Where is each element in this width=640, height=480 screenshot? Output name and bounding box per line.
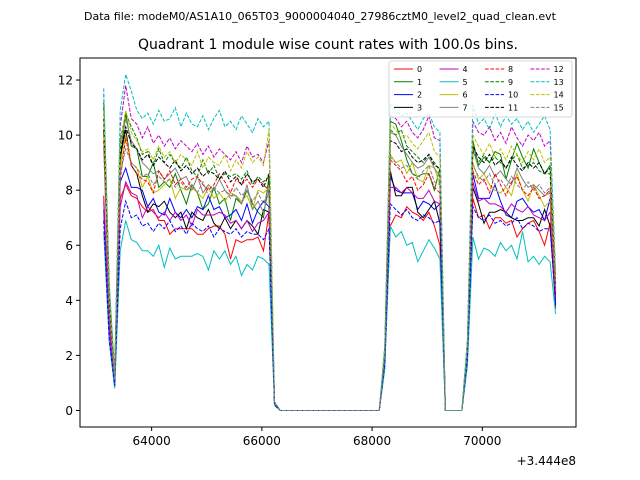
legend-label-0: 0 [417, 65, 422, 74]
legend-label-3: 3 [417, 103, 422, 112]
series-9-line [103, 107, 557, 411]
x-tick-label: 64000 [133, 434, 171, 448]
legend-label-15: 15 [554, 103, 564, 112]
legend-label-5: 5 [463, 78, 468, 87]
y-tick-label: 0 [65, 404, 73, 418]
legend-label-12: 12 [554, 65, 564, 74]
legend-label-7: 7 [463, 103, 468, 112]
plot-area [103, 74, 557, 411]
figure-suptitle: Data file: modeM0/AS1A10_065T03_90000040… [84, 10, 557, 23]
y-axis: 0 2 4 6 8 10 12 [58, 74, 80, 418]
x-tick-label: 68000 [353, 434, 391, 448]
x-offset-text: +3.444e8 [517, 454, 576, 468]
x-axis: 64000 66000 68000 70000 [133, 427, 501, 448]
series-13-line [103, 74, 557, 411]
legend-label-4: 4 [463, 65, 468, 74]
series-11-line [103, 118, 557, 411]
legend-label-14: 14 [554, 91, 564, 100]
series-7-line [103, 107, 557, 411]
x-tick-label: 66000 [243, 434, 281, 448]
legend-label-9: 9 [508, 78, 513, 87]
legend-label-8: 8 [508, 65, 513, 74]
legend-label-6: 6 [463, 91, 468, 100]
y-tick-label: 12 [58, 74, 73, 88]
series-12-line [103, 85, 557, 411]
legend-label-13: 13 [554, 78, 564, 87]
y-tick-label: 6 [65, 239, 73, 253]
legend-label-1: 1 [417, 78, 422, 87]
chart-title: Quadrant 1 module wise count rates with … [138, 37, 518, 53]
series-15-line [103, 147, 557, 411]
series-1-line [103, 102, 557, 411]
x-tick-label: 70000 [463, 434, 501, 448]
legend-label-11: 11 [508, 103, 518, 112]
y-tick-label: 4 [65, 294, 73, 308]
series-5-line [103, 220, 557, 411]
legend-label-10: 10 [508, 91, 518, 100]
series-8-line [103, 137, 557, 411]
series-14-line [103, 110, 557, 411]
legend-box [388, 60, 573, 118]
axes-frame [79, 57, 577, 428]
y-tick-label: 8 [65, 184, 73, 198]
y-tick-label: 2 [65, 349, 73, 363]
y-tick-label: 10 [58, 129, 73, 143]
legend-label-2: 2 [417, 91, 422, 100]
series-2-line [103, 166, 557, 411]
series-10-line [103, 199, 557, 411]
